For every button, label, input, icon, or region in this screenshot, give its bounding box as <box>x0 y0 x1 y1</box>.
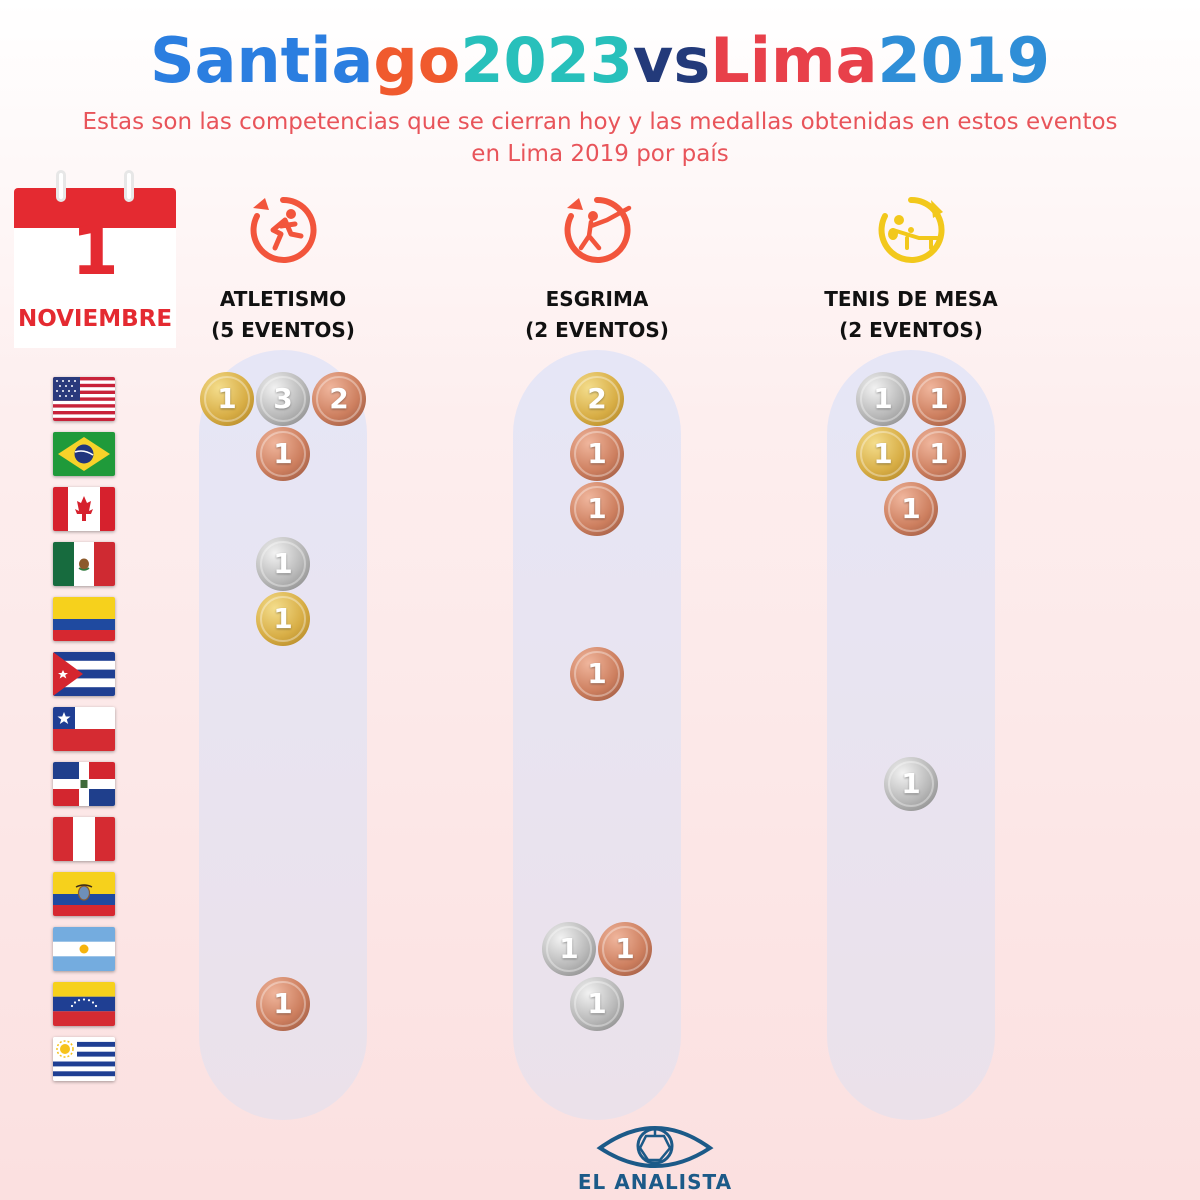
silver-medal: 1 <box>256 537 310 591</box>
sport-events: (2 EVENTOS) <box>525 318 669 342</box>
medal-count: 1 <box>559 932 579 965</box>
athletics-runner-icon <box>243 190 323 270</box>
bronze-medal: 1 <box>912 372 966 426</box>
silver-medal: 1 <box>856 372 910 426</box>
page-title: Santiago 2023 vs Lima 2019 <box>0 24 1200 114</box>
sport-name: TENIS DE MESA <box>824 287 998 311</box>
venezuela-flag-icon <box>53 982 115 1026</box>
bronze-medal: 2 <box>312 372 366 426</box>
title-part: 2023 <box>460 24 633 97</box>
title-part: go <box>373 24 461 97</box>
peru-flag-icon <box>53 817 115 861</box>
medal-count: 1 <box>587 987 607 1020</box>
gold-medal: 2 <box>570 372 624 426</box>
sport-title-fencing: ESGRIMA (2 EVENTOS) <box>477 284 717 346</box>
title-part: Lima <box>710 24 878 97</box>
title-part: vs <box>632 24 711 97</box>
silver-medal: 1 <box>884 757 938 811</box>
calendar-icon: 1 NOVIEMBRE <box>14 170 176 348</box>
brazil-flag-icon <box>53 432 115 476</box>
medal-count: 1 <box>273 987 293 1020</box>
argentina-flag-icon <box>53 927 115 971</box>
title-part: 2019 <box>877 24 1050 97</box>
medal-count: 1 <box>273 437 293 470</box>
column-table-tennis <box>827 350 995 1120</box>
fencing-icon <box>557 190 637 270</box>
usa-flag-icon <box>53 377 115 421</box>
page-subtitle: Estas son las competencias que se cierra… <box>82 109 1118 167</box>
medal-count: 1 <box>873 382 893 415</box>
colombia-flag-icon <box>53 597 115 641</box>
bronze-medal: 1 <box>256 977 310 1031</box>
bronze-medal: 1 <box>598 922 652 976</box>
medal-count: 1 <box>273 602 293 635</box>
bronze-medal: 1 <box>570 482 624 536</box>
silver-medal: 1 <box>570 977 624 1031</box>
medal-count: 1 <box>929 382 949 415</box>
dominican-republic-flag-icon <box>53 762 115 806</box>
bronze-medal: 1 <box>884 482 938 536</box>
silver-medal: 1 <box>542 922 596 976</box>
calendar-ring <box>124 170 134 202</box>
medal-count: 3 <box>273 382 293 415</box>
chile-flag-icon <box>53 707 115 751</box>
calendar-day: 1 <box>71 212 119 291</box>
brand-name: EL ANALISTA <box>577 1170 733 1194</box>
ecuador-flag-icon <box>53 872 115 916</box>
medal-count: 1 <box>901 492 921 525</box>
sport-events: (5 EVENTOS) <box>211 318 355 342</box>
medal-count: 1 <box>901 767 921 800</box>
title-part: Santia <box>150 24 374 97</box>
medal-count: 1 <box>273 547 293 580</box>
sport-title-table-tennis: TENIS DE MESA (2 EVENTOS) <box>791 284 1031 346</box>
medal-count: 1 <box>929 437 949 470</box>
gold-medal: 1 <box>856 427 910 481</box>
uruguay-flag-icon <box>53 1037 115 1081</box>
table-tennis-icon <box>871 190 951 270</box>
medal-count: 1 <box>873 437 893 470</box>
sport-title-athletics: ATLETISMO (5 EVENTOS) <box>163 284 403 346</box>
sport-name: ESGRIMA <box>545 287 649 311</box>
gold-medal: 1 <box>200 372 254 426</box>
medal-count: 1 <box>587 657 607 690</box>
bronze-medal: 1 <box>570 647 624 701</box>
sport-events: (2 EVENTOS) <box>839 318 983 342</box>
medal-count: 1 <box>615 932 635 965</box>
medal-count: 1 <box>587 437 607 470</box>
calendar-month: NOVIEMBRE <box>17 306 173 332</box>
sport-name: ATLETISMO <box>219 287 347 311</box>
silver-medal: 3 <box>256 372 310 426</box>
medal-count: 1 <box>217 382 237 415</box>
medal-count: 2 <box>587 382 607 415</box>
gold-medal: 1 <box>256 592 310 646</box>
medal-count: 2 <box>329 382 349 415</box>
eye-logo-icon <box>596 1118 714 1174</box>
canada-flag-icon <box>53 487 115 531</box>
medal-count: 1 <box>587 492 607 525</box>
bronze-medal: 1 <box>256 427 310 481</box>
calendar-body <box>14 228 176 348</box>
calendar-header <box>14 188 176 228</box>
calendar-ring <box>56 170 66 202</box>
bronze-medal: 1 <box>912 427 966 481</box>
bronze-medal: 1 <box>570 427 624 481</box>
mexico-flag-icon <box>53 542 115 586</box>
cuba-flag-icon <box>53 652 115 696</box>
